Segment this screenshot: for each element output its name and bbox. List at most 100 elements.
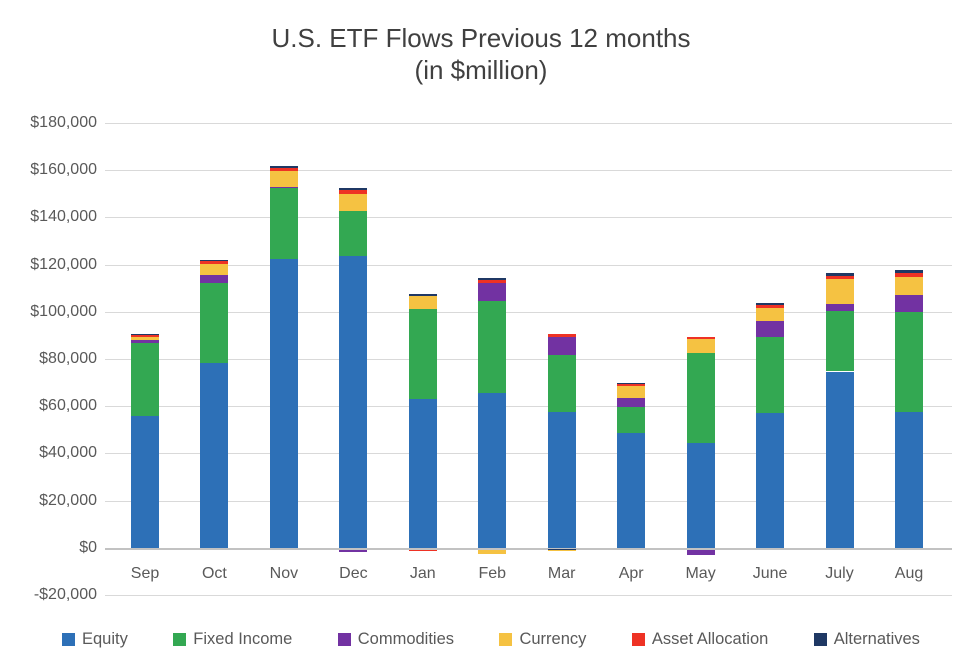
x-axis-label-sep: Sep xyxy=(130,565,160,582)
bar-segment-commodities-mar xyxy=(547,337,576,355)
x-axis-label-feb: Feb xyxy=(478,565,507,582)
gridline xyxy=(105,123,952,124)
bar-segment-fixed-income-oct xyxy=(200,283,229,363)
y-axis-tick-label: $160,000 xyxy=(30,161,97,179)
gridline xyxy=(105,453,952,455)
bar-segment-fixed-income-june xyxy=(756,337,785,413)
bar-segment-commodities-dec xyxy=(339,549,368,553)
bar-segment-fixed-income-aug xyxy=(895,311,923,412)
bar-segment-alternatives-dec xyxy=(339,188,368,190)
bar-segment-commodities-feb xyxy=(478,283,507,302)
bar-segment-currency-may xyxy=(686,338,715,354)
y-axis-tick-label: $140,000 xyxy=(30,208,97,226)
bar-segment-equity-july xyxy=(825,371,854,548)
legend-swatch-commodities xyxy=(337,633,351,646)
legend-item-asset-allocation: Asset Allocation xyxy=(631,630,769,649)
bar-segment-commodities-july xyxy=(825,304,854,312)
gridline xyxy=(105,595,952,596)
y-axis-tick-label: $100,000 xyxy=(30,302,97,320)
bar-segment-asset-allocation-apr xyxy=(617,383,646,386)
y-axis-tick-label: $0 xyxy=(79,538,97,556)
legend-item-fixed-income: Fixed Income xyxy=(173,630,292,649)
bar-segment-alternatives-mar xyxy=(547,548,576,550)
gridline xyxy=(105,217,952,219)
bar-segment-currency-oct xyxy=(200,263,229,275)
legend-swatch-asset-allocation xyxy=(631,633,645,646)
x-axis-label-june: June xyxy=(752,565,788,582)
bar-segment-currency-mar xyxy=(547,549,576,551)
legend-swatch-alternatives xyxy=(813,633,827,646)
bar-segment-asset-allocation-nov xyxy=(269,168,298,172)
bar-segment-asset-allocation-jan xyxy=(408,549,437,552)
bar-segment-alternatives-feb xyxy=(478,278,507,281)
bar-segment-equity-apr xyxy=(617,433,646,548)
x-axis-label-dec: Dec xyxy=(339,565,368,582)
chart-legend: Equity Fixed Income Commodities Currency Ass… xyxy=(62,630,920,649)
bar-segment-equity-oct xyxy=(200,363,229,548)
bar-segment-commodities-apr xyxy=(617,397,646,407)
bar-segment-currency-apr xyxy=(617,385,646,398)
bar-segment-commodities-aug xyxy=(895,294,923,312)
bar-segment-fixed-income-feb xyxy=(478,301,507,393)
bar-segment-fixed-income-dec xyxy=(339,211,368,257)
legend-item-commodities: Commodities xyxy=(337,630,455,649)
bar-segment-equity-may xyxy=(686,443,715,548)
bar-segment-asset-allocation-aug xyxy=(895,273,923,278)
bar-segment-asset-allocation-sep xyxy=(131,334,159,337)
bar-segment-asset-allocation-mar xyxy=(547,333,576,338)
legend-label: Currency xyxy=(519,630,587,648)
bar-segment-commodities-nov xyxy=(269,186,298,188)
bar-segment-fixed-income-may xyxy=(686,353,715,444)
gridline xyxy=(105,170,952,172)
bar-segment-alternatives-oct xyxy=(200,260,229,261)
bar-segment-asset-allocation-oct xyxy=(200,260,229,264)
legend-label: Fixed Income xyxy=(193,630,293,648)
bar-segment-asset-allocation-feb xyxy=(478,280,507,284)
y-axis-tick-label: $80,000 xyxy=(39,350,97,367)
x-axis-label-may: May xyxy=(685,565,716,582)
x-axis-label-aug: Aug xyxy=(894,565,924,582)
x-axis-label-apr: Apr xyxy=(618,565,644,582)
bar-segment-fixed-income-sep xyxy=(131,343,159,417)
x-axis-label-july: July xyxy=(825,565,854,582)
gridline xyxy=(105,406,952,408)
bar-segment-fixed-income-jan xyxy=(408,309,437,400)
bar-segment-asset-allocation-june xyxy=(756,305,785,309)
x-axis-label-oct: Oct xyxy=(201,565,227,582)
y-axis-tick-label: $180,000 xyxy=(30,114,97,131)
bar-segment-alternatives-aug xyxy=(895,269,923,274)
legend-swatch-equity xyxy=(62,633,75,646)
bar-segment-alternatives-jan xyxy=(408,293,437,296)
gridline xyxy=(105,311,952,313)
bar-segment-equity-aug xyxy=(895,411,923,548)
bar-segment-asset-allocation-dec xyxy=(339,190,368,194)
bar-segment-commodities-oct xyxy=(200,274,229,283)
bar-segment-alternatives-july xyxy=(825,272,854,277)
legend-label: Commodities xyxy=(357,630,455,648)
x-axis-label-jan: Jan xyxy=(409,565,436,582)
bar-segment-asset-allocation-july xyxy=(825,276,854,279)
bar-segment-alternatives-nov xyxy=(269,165,298,169)
bar-segment-asset-allocation-may xyxy=(686,336,715,339)
bar-segment-currency-july xyxy=(825,278,854,305)
y-axis-tick-label: $40,000 xyxy=(39,444,97,462)
legend-swatch-currency xyxy=(499,633,513,646)
bar-segment-currency-june xyxy=(756,308,785,321)
y-axis-tick-label: $60,000 xyxy=(39,397,97,415)
bar-segment-alternatives-june xyxy=(756,303,785,306)
bar-segment-equity-dec xyxy=(339,256,368,548)
bar-segment-equity-june xyxy=(756,412,785,548)
legend-label: Equity xyxy=(82,630,128,648)
bar-segment-commodities-sep xyxy=(131,340,159,344)
legend-label: Asset Allocation xyxy=(651,630,769,648)
bar-segment-currency-sep xyxy=(131,336,159,341)
legend-item-equity: Equity xyxy=(62,630,128,649)
bar-segment-alternatives-sep xyxy=(131,334,159,336)
bar-segment-equity-sep xyxy=(131,416,159,548)
bar-segment-equity-feb xyxy=(478,392,507,548)
bar-segment-fixed-income-july xyxy=(825,311,854,372)
legend-item-currency: Currency xyxy=(499,630,586,649)
bar-segment-currency-jan xyxy=(408,295,437,310)
